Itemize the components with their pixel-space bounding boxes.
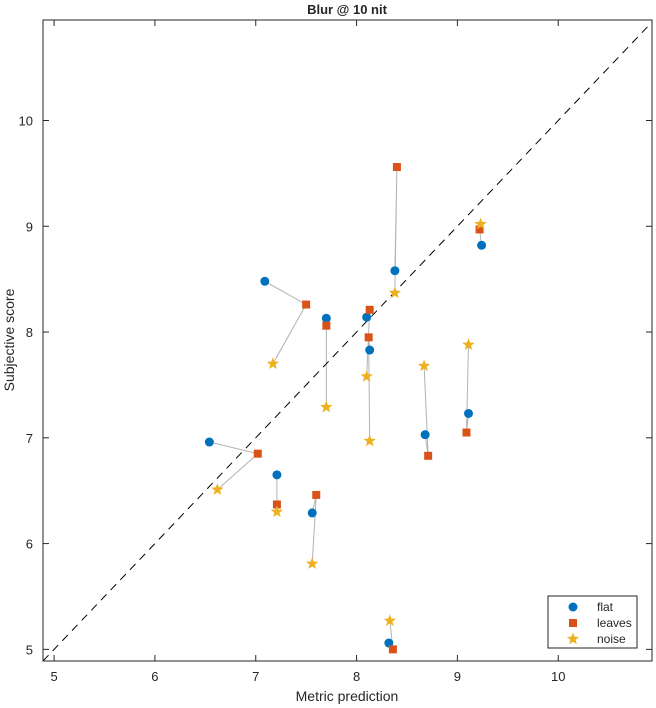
y-tick-label: 5 (26, 642, 33, 657)
chart-title: Blur @ 10 nit (307, 2, 388, 17)
x-axis-label: Metric prediction (296, 688, 399, 704)
noise-point (306, 557, 319, 569)
plot-frame (42, 19, 653, 662)
legend-label-flat: flat (597, 600, 614, 614)
connector-line (465, 344, 469, 433)
noise-point (388, 286, 402, 299)
noise-point (383, 614, 396, 627)
leaves-point (365, 305, 374, 314)
flat-point (365, 345, 375, 355)
y-tick-label: 6 (26, 537, 33, 552)
legend-marker-leaves (569, 619, 577, 627)
leaves-point (462, 428, 471, 437)
connector-line (209, 441, 259, 491)
y-tick-label: 9 (26, 219, 33, 234)
connector-line (423, 365, 429, 456)
data-points (204, 163, 487, 654)
legend-box (547, 595, 638, 649)
x-tick-label: 9 (454, 669, 461, 684)
x-tick-label: 5 (50, 669, 57, 684)
legend-marker-noise (566, 632, 580, 645)
flat-point (420, 430, 430, 440)
leaves-point (424, 451, 433, 460)
leaves-point (392, 163, 401, 172)
leaves-point (272, 500, 281, 509)
flat-point (204, 437, 214, 447)
flat-point (362, 312, 372, 322)
legend-marker-flat (568, 602, 578, 612)
legend: flat leaves noise (547, 595, 638, 649)
leaves-point (475, 225, 484, 234)
noise-point (360, 370, 373, 382)
noise-point (320, 400, 333, 413)
x-tick-label: 7 (252, 669, 259, 684)
y-tick-label: 7 (26, 431, 33, 446)
leaves-point (364, 333, 373, 342)
flat-point (321, 313, 331, 323)
leaves-point (312, 490, 321, 499)
flat-point (307, 508, 317, 518)
noise-point (270, 505, 284, 518)
x-tick-label: 6 (151, 669, 158, 684)
noise-point (417, 359, 431, 372)
flat-point (384, 638, 394, 648)
flat-point (272, 470, 282, 480)
x-tick-label: 10 (551, 669, 565, 684)
noise-point (363, 434, 376, 447)
legend-label-noise: noise (597, 632, 626, 646)
noise-point (474, 217, 487, 230)
flat-point (477, 240, 487, 250)
axis-ticks: 5 6 7 8 9 10 5 6 7 8 9 10 (19, 20, 652, 684)
flat-point (390, 266, 400, 276)
noise-point (211, 483, 224, 495)
leaves-point (322, 321, 331, 330)
y-tick-label: 8 (26, 325, 33, 340)
connector-line (264, 280, 307, 365)
flat-point (463, 408, 473, 418)
noise-point (266, 357, 280, 369)
y-axis-label: Subjective score (1, 288, 17, 391)
y-tick-label: 10 (19, 113, 33, 128)
identity-reference-line (42, 21, 653, 662)
connector-line (311, 494, 317, 564)
flat-point (260, 276, 270, 286)
connector-lines (209, 167, 483, 650)
leaves-point (302, 300, 311, 309)
x-tick-label: 8 (353, 669, 360, 684)
legend-label-leaves: leaves (597, 616, 632, 630)
leaves-point (388, 645, 397, 654)
leaves-point (253, 449, 262, 458)
noise-point (462, 338, 475, 350)
